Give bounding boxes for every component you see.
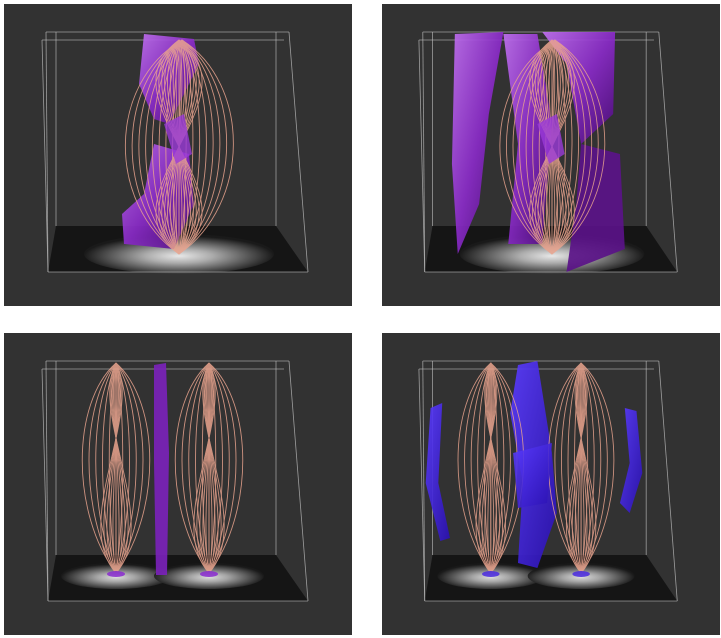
- footpoint: [200, 571, 218, 577]
- render-panel: [382, 333, 720, 635]
- footpoint: [107, 571, 125, 577]
- render-panel: [4, 333, 352, 635]
- render-panel: [382, 4, 720, 306]
- render-panel: [4, 4, 352, 306]
- figure: [0, 0, 721, 638]
- page: (() => { const svg = document.getElement…: [0, 0, 721, 638]
- isosurface: [154, 363, 169, 575]
- footpoint: [482, 571, 499, 577]
- isosurface: [513, 443, 552, 508]
- footpoint: [572, 571, 589, 577]
